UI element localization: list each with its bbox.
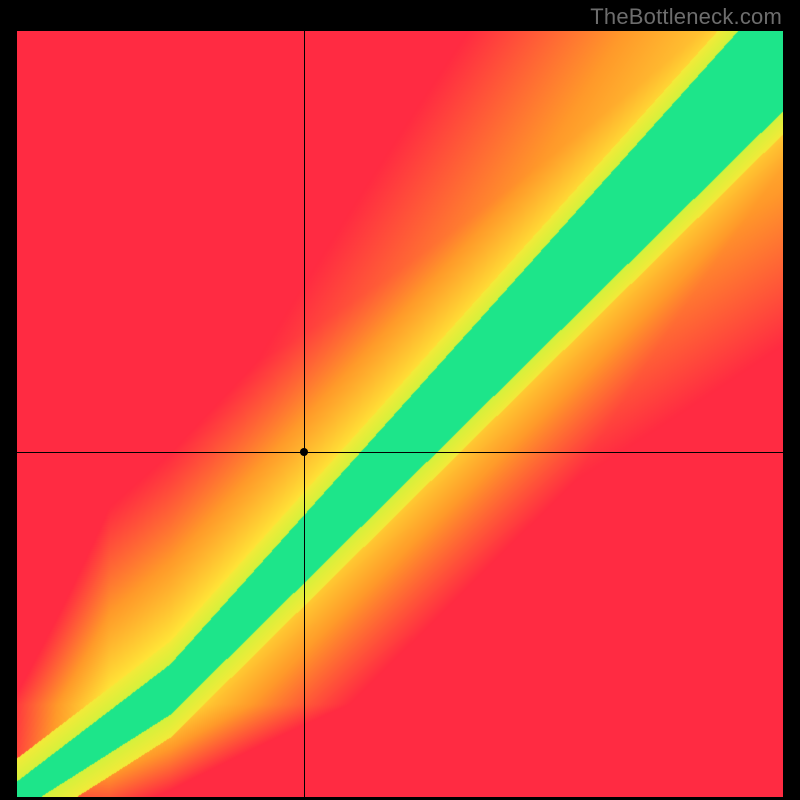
crosshair-marker [300, 448, 308, 456]
bottleneck-heatmap [17, 31, 783, 797]
plot-area [17, 31, 783, 797]
crosshair-horizontal [17, 452, 783, 453]
crosshair-vertical [304, 31, 305, 797]
chart-container: TheBottleneck.com [0, 0, 800, 800]
watermark-text: TheBottleneck.com [590, 4, 782, 30]
